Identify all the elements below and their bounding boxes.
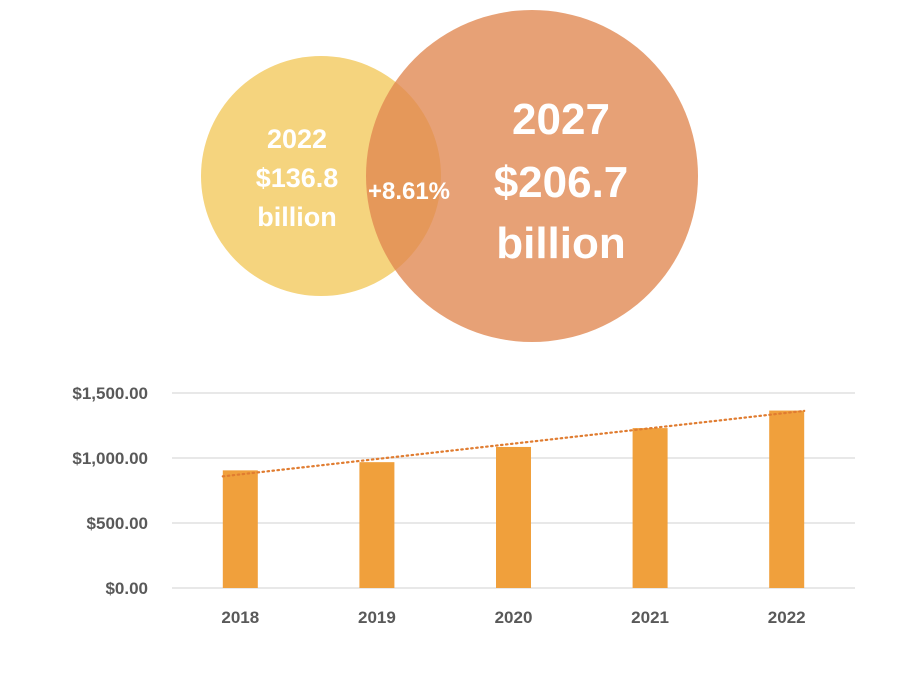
bar-2020 (496, 446, 531, 588)
bubble-right-unit: billion (496, 219, 626, 268)
bar-chart: $0.00$500.00$1,000.00$1,500.00 2018 2019 2… (72, 384, 855, 627)
y-tick-label: $500.00 (87, 514, 148, 533)
x-tick-label: 2020 (495, 608, 533, 627)
market-size-bubbles: 2022 $136.8 billion +8.61% 2027 $206.7 b… (201, 10, 698, 342)
bubble-right-value: $206.7 (494, 158, 629, 207)
x-tick-label: 2022 (768, 608, 806, 627)
y-tick-label: $1,500.00 (72, 384, 148, 403)
bar-2018 (222, 470, 258, 588)
bars (222, 410, 805, 588)
bubble-left-unit: billion (257, 202, 336, 232)
bar-2021 (632, 428, 668, 588)
bubble-left-year: 2022 (267, 124, 327, 154)
bubble-2027 (366, 10, 698, 342)
x-tick-label: 2021 (631, 608, 669, 627)
trendline-group (221, 409, 806, 478)
y-axis-tick-labels: $0.00 $500.00 $1,000.00 $1,500.00 (72, 384, 148, 598)
x-tick-label: 2018 (221, 608, 259, 627)
y-tick-label: $1,000.00 (72, 449, 148, 468)
bubble-left-value: $136.8 (256, 163, 339, 193)
bar-2019 (359, 462, 395, 588)
trendline (221, 409, 806, 478)
x-axis-category-labels: 2018 2019 2020 2021 2022 (221, 608, 805, 627)
y-tick-label: $0.00 (105, 579, 148, 598)
bar-2022 (769, 410, 805, 588)
growth-rate-label: +8.61% (368, 178, 450, 205)
bubble-right-year: 2027 (512, 95, 610, 144)
x-tick-label: 2019 (358, 608, 396, 627)
